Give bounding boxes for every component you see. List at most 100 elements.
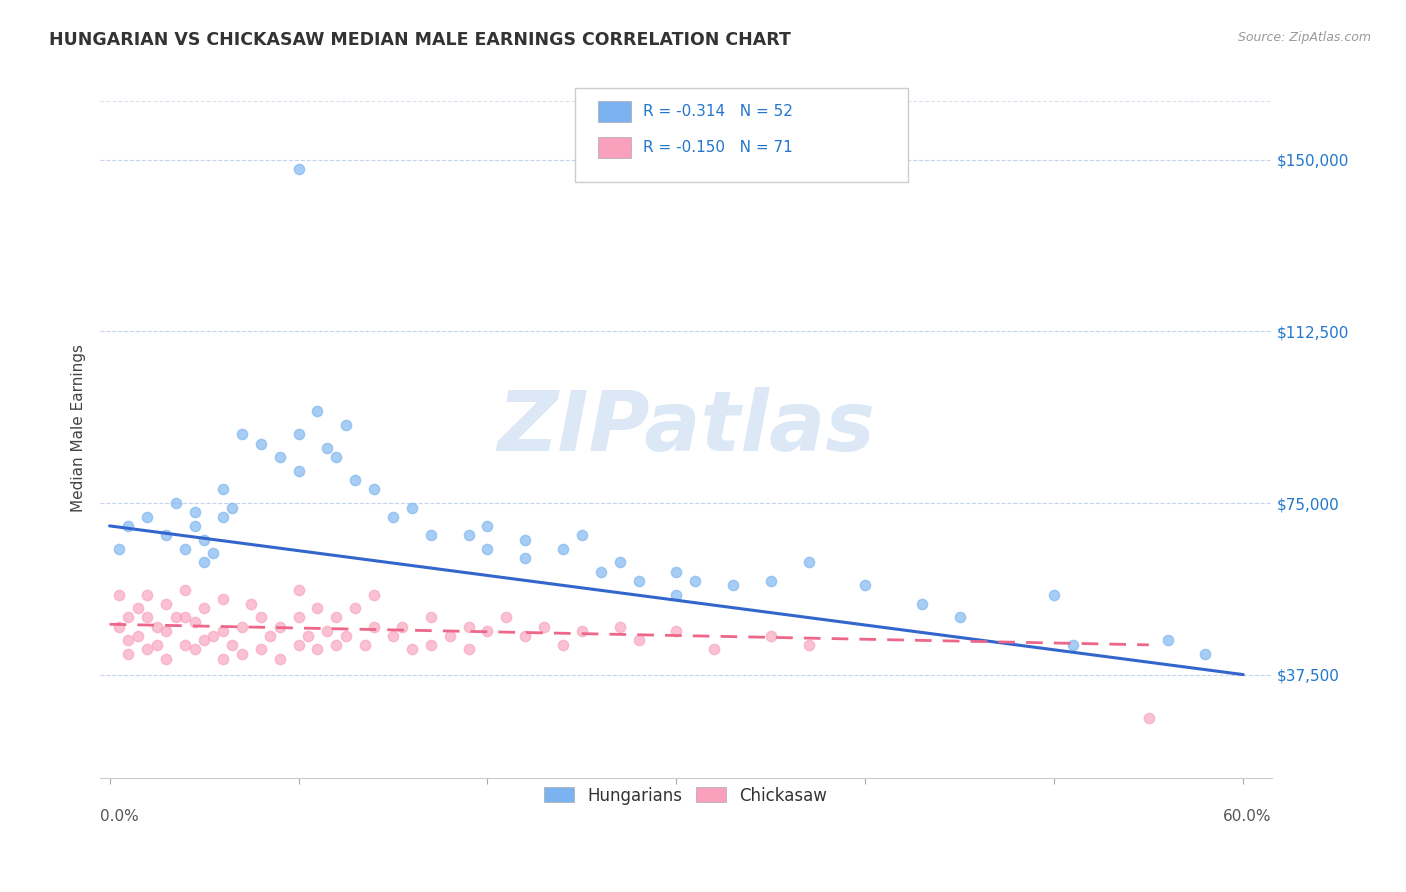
Point: [1062, 638, 1084, 652]
Point: [363, 619, 385, 633]
Y-axis label: Median Male Earnings: Median Male Earnings: [72, 343, 86, 511]
Point: [307, 642, 329, 657]
Point: [231, 427, 253, 442]
Point: [353, 638, 375, 652]
Point: [665, 565, 688, 579]
Point: [117, 647, 139, 661]
Point: [287, 610, 309, 624]
Point: [315, 441, 337, 455]
Point: [287, 161, 309, 176]
Point: [571, 528, 593, 542]
Point: [269, 651, 291, 665]
Point: [401, 500, 423, 515]
Point: [287, 464, 309, 478]
Point: [297, 629, 319, 643]
Point: [231, 647, 253, 661]
Point: [1137, 711, 1160, 725]
Point: [949, 610, 972, 624]
Point: [797, 556, 820, 570]
Point: [183, 505, 205, 519]
Point: [127, 629, 149, 643]
FancyBboxPatch shape: [598, 101, 631, 121]
Point: [344, 601, 367, 615]
Point: [212, 483, 235, 497]
Point: [212, 509, 235, 524]
Point: [307, 404, 329, 418]
FancyBboxPatch shape: [598, 137, 631, 158]
Point: [249, 610, 271, 624]
Point: [335, 418, 357, 433]
Point: [287, 638, 309, 652]
Point: [287, 582, 309, 597]
Point: [627, 633, 650, 648]
Point: [136, 610, 159, 624]
Point: [344, 473, 367, 487]
Point: [193, 533, 215, 547]
Point: [117, 633, 139, 648]
Point: [117, 519, 139, 533]
Point: [174, 610, 197, 624]
Point: [221, 638, 243, 652]
Point: [391, 619, 413, 633]
Point: [609, 619, 631, 633]
Point: [165, 610, 187, 624]
Point: [335, 629, 357, 643]
Point: [325, 450, 347, 465]
Point: [759, 629, 782, 643]
Point: [174, 582, 197, 597]
Point: [797, 638, 820, 652]
Point: [155, 651, 177, 665]
Point: [439, 629, 461, 643]
Point: [665, 588, 688, 602]
Point: [202, 546, 225, 560]
Point: [193, 633, 215, 648]
Point: [249, 642, 271, 657]
Point: [136, 642, 159, 657]
Point: [665, 624, 688, 639]
Point: [212, 624, 235, 639]
Point: [589, 565, 612, 579]
Point: [325, 610, 347, 624]
Point: [853, 578, 876, 592]
Point: [533, 619, 555, 633]
Point: [127, 601, 149, 615]
Point: [721, 578, 744, 592]
Point: [155, 528, 177, 542]
Point: [165, 496, 187, 510]
Point: [117, 610, 139, 624]
Point: [146, 638, 169, 652]
Text: 0.0%: 0.0%: [100, 809, 139, 824]
Point: [759, 574, 782, 588]
Point: [382, 629, 405, 643]
Point: [136, 509, 159, 524]
Point: [221, 500, 243, 515]
Point: [183, 615, 205, 629]
Point: [108, 588, 131, 602]
Point: [551, 541, 574, 556]
Point: [457, 619, 479, 633]
Point: [287, 427, 309, 442]
Point: [609, 556, 631, 570]
Point: [477, 624, 499, 639]
Point: [315, 624, 337, 639]
Point: [108, 541, 131, 556]
Text: R = -0.314   N = 52: R = -0.314 N = 52: [643, 103, 793, 119]
Point: [174, 541, 197, 556]
Point: [269, 619, 291, 633]
Point: [515, 629, 537, 643]
Point: [155, 624, 177, 639]
Point: [183, 519, 205, 533]
Point: [477, 519, 499, 533]
Text: Source: ZipAtlas.com: Source: ZipAtlas.com: [1237, 31, 1371, 45]
Point: [307, 601, 329, 615]
Point: [627, 574, 650, 588]
Point: [571, 624, 593, 639]
Point: [212, 651, 235, 665]
Text: HUNGARIAN VS CHICKASAW MEDIAN MALE EARNINGS CORRELATION CHART: HUNGARIAN VS CHICKASAW MEDIAN MALE EARNI…: [49, 31, 792, 49]
Point: [183, 642, 205, 657]
Point: [477, 541, 499, 556]
Point: [551, 638, 574, 652]
Point: [495, 610, 517, 624]
Point: [193, 601, 215, 615]
Point: [911, 597, 934, 611]
